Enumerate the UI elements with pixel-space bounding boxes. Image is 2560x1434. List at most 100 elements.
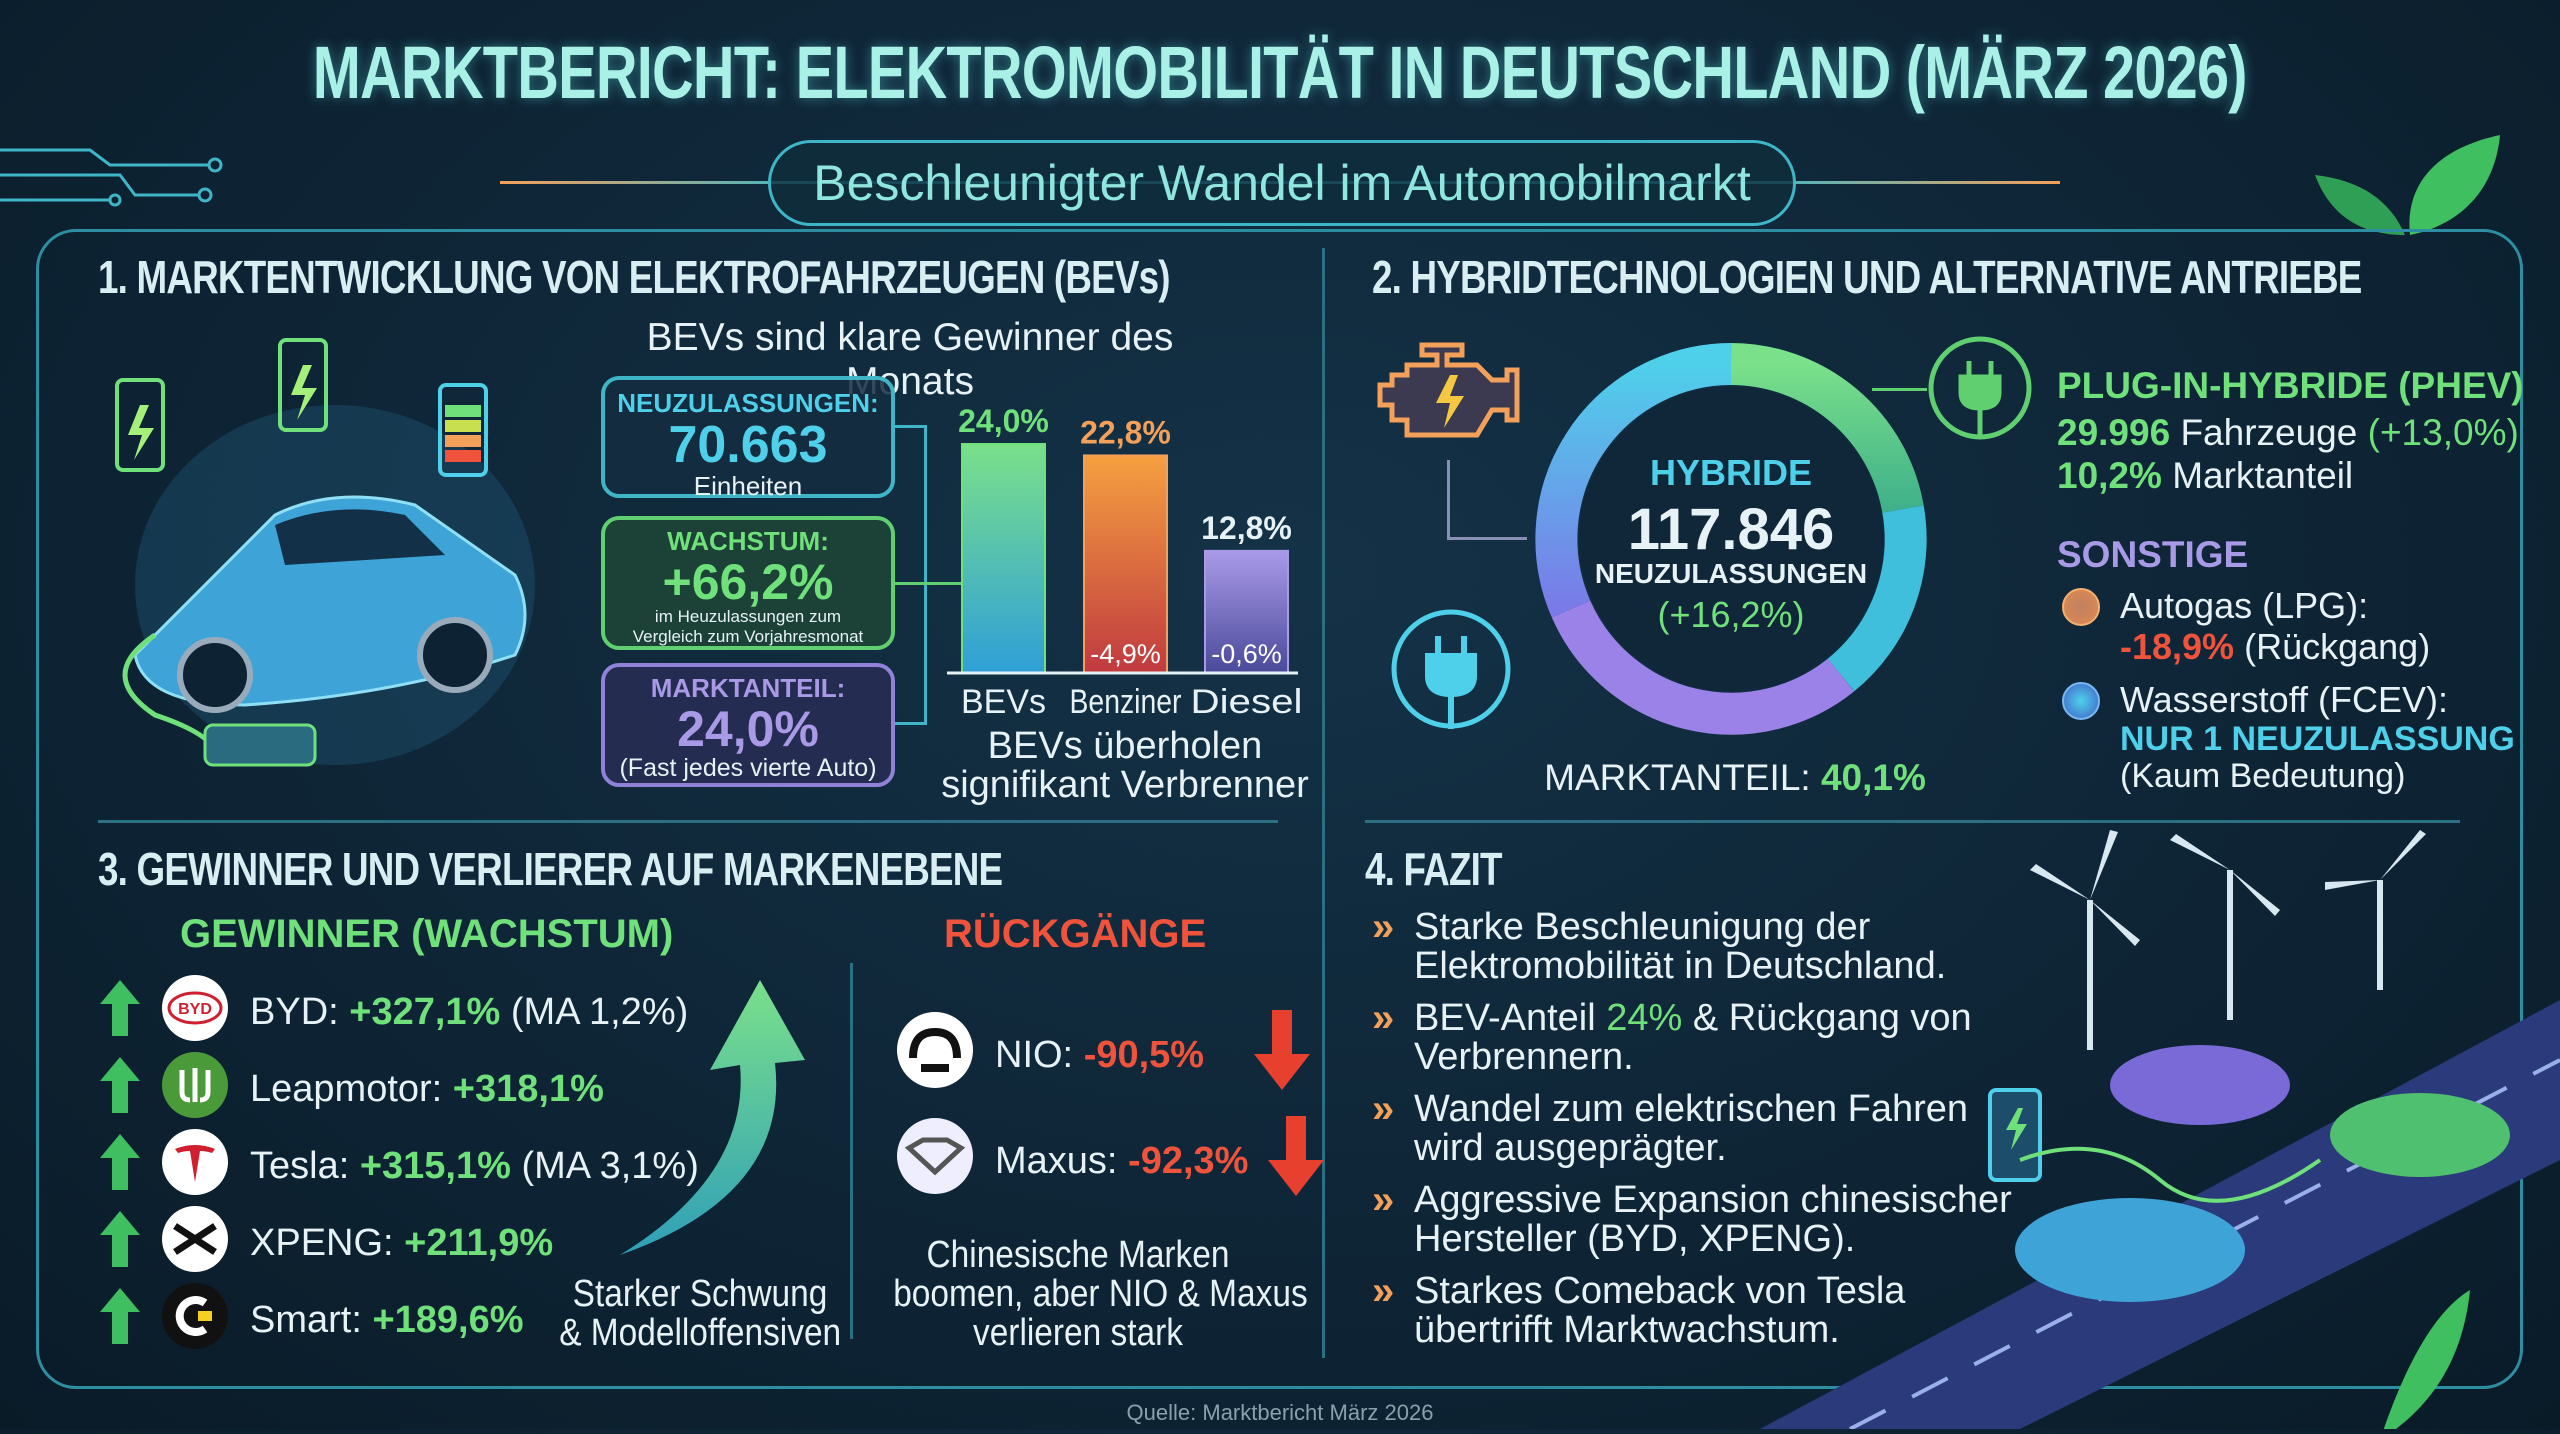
bar-category-label: Diesel [1191, 683, 1303, 720]
registrations-card: NEUZULASSUNGEN: 70.663 Einheiten [601, 376, 895, 501]
card-connector-mid [895, 582, 962, 585]
conclusion-item: » BEV-Anteil 24% & Rückgang von Verbrenner… [1372, 997, 2012, 1078]
phev-share: 10,2% [2057, 455, 2162, 496]
conclusion-line-1: Wandel zum elektrischen Fahren [1414, 1088, 1969, 1130]
winner-row: Smart: +189,6% [100, 1282, 699, 1359]
section2-heading: 2. HYBRIDTECHNOLOGIEN UND ALTERNATIVE AN… [1372, 251, 2362, 303]
donut-segment-cyan [1827, 505, 1927, 692]
brand-divider [850, 963, 853, 1339]
conclusion-item: » Wandel zum elektrischen Fahren wird ausg… [1372, 1087, 2012, 1169]
conclusion-highlight: 24% [1606, 997, 1683, 1039]
h2-dot-icon [2062, 682, 2100, 720]
phev-title: PLUG-IN-HYBRIDE (PHEV) [2057, 365, 2524, 406]
up-arrow-icon [100, 1287, 160, 1354]
market-share-note: (Fast jedes vierte Auto) [619, 754, 877, 782]
winner-row: Leapmotor: +318,1% [100, 1051, 699, 1128]
winner-row: XPENG: +211,9% [100, 1205, 699, 1282]
brand-logo-icon [160, 1050, 238, 1130]
loser-value: -90,5% [1083, 1033, 1205, 1076]
loser-row: Maxus: -92,3% [895, 1108, 1325, 1214]
bar-chart-caption-1: BEVs überholen [987, 725, 1263, 767]
horizontal-divider-right [1365, 820, 2460, 823]
up-arrow-icon [100, 979, 160, 1046]
winner-row: BYD BYD: +327,1% (MA 1,2%) [100, 974, 699, 1051]
winner-value: +315,1% [359, 1145, 511, 1187]
h2-note: (Kaum Bedeutung) [2120, 757, 2406, 795]
donut-segment-purple [1551, 600, 1855, 735]
growth-card: WACHSTUM: +66,2% im Heuzulassungen zum V… [601, 516, 895, 650]
market-share-card: MARKTANTEIL: 24,0% (Fast jedes vierte Au… [601, 663, 895, 787]
section3-heading: 3. GEWINNER UND VERLIERER AUF MARKENEBEN… [98, 843, 1003, 895]
conclusion-line-2: Hersteller (BYD, XPENG). [1414, 1218, 1856, 1260]
down-arrow-icon [1268, 1116, 1325, 1206]
growth-label: WACHSTUM: [667, 526, 829, 556]
hybrid-share-label: MARKTANTEIL: [1544, 757, 1811, 798]
growth-note-1: im Heuzulassungen zum [654, 607, 842, 626]
brand-logo-icon [895, 1010, 995, 1100]
registrations-value: 70.663 [668, 416, 828, 474]
conclusion-line-1: Starke Beschleunigung der [1414, 906, 1871, 948]
losers-caption-2: boomen, aber NIO & Maxus [893, 1273, 1308, 1315]
donut-value: 117.846 [1627, 497, 1835, 562]
h2-label: Wasserstoff (FCEV): [2120, 679, 2449, 720]
conclusion-list: » Starke Beschleunigung der Elektromobilit… [1372, 906, 2012, 1363]
winner-brand: Smart: [250, 1299, 362, 1341]
phev-count: 29.996 [2057, 412, 2171, 453]
donut-sub: NEUZULASSUNGEN [1594, 558, 1868, 589]
loser-brand: Maxus: [995, 1139, 1118, 1182]
conclusion-line-2: übertrifft Marktwachstum. [1414, 1309, 1840, 1351]
brand-logo-icon [160, 1127, 238, 1207]
conclusion-line-1: Starkes Comeback von Tesla [1414, 1270, 1906, 1312]
ev-car-illustration [95, 325, 575, 790]
brand-logo-icon: BYD [160, 973, 238, 1053]
subtitle-banner: Beschleunigter Wandel im Automobilmarkt [768, 140, 1796, 226]
bar-change-label: -4,9% [1090, 639, 1161, 669]
lpg-dot-icon [2062, 588, 2100, 626]
market-share-label: MARKTANTEIL: [650, 673, 846, 703]
momentum-caption-2: & Modelloffensiven [559, 1312, 842, 1354]
conclusion-line-1b: & Rückgang von [1682, 997, 1972, 1039]
brand-logo-icon [160, 1204, 238, 1284]
phev-share-line: 10,2% Marktanteil [2057, 455, 2353, 497]
loser-brand: NIO: [995, 1033, 1074, 1076]
winner-note: (MA 1,2%) [510, 991, 689, 1033]
chevron-right-icon: » [1372, 1087, 1395, 1131]
conclusion-item: » Starkes Comeback von Tesla übertrifft Ma… [1372, 1270, 2012, 1351]
h2-value: NUR 1 NEUZULASSUNG [2120, 720, 2515, 758]
engine-connector [1447, 460, 1527, 540]
source-note: Quelle: Marktbericht März 2026 [1126, 1400, 1434, 1425]
losers-title: RÜCKGÄNGE [944, 912, 1207, 956]
vertical-divider [1322, 248, 1325, 1358]
chevron-right-icon: » [1372, 1178, 1395, 1222]
growth-note-2: Vergleich zum Vorjahresmonat [632, 627, 864, 646]
phev-change: (+13,0%) [2367, 412, 2519, 453]
brand-logo-icon [160, 1281, 238, 1361]
hybrid-market-share: MARKTANTEIL: 40,1% [1540, 757, 1930, 799]
conclusion-line-2: Verbrennern. [1414, 1036, 1634, 1078]
conclusion-line-2: wird ausgeprägter. [1414, 1127, 1727, 1169]
bar-bevs [961, 443, 1046, 674]
others-title: SONSTIGE [2057, 534, 2249, 575]
donut-label: HYBRIDE [1649, 452, 1813, 493]
conclusion-item: » Starke Beschleunigung der Elektromobilit… [1372, 906, 2012, 987]
winners-title: GEWINNER (WACHSTUM) [180, 912, 674, 956]
bar-diesel [1204, 549, 1289, 674]
winner-brand: BYD: [250, 991, 339, 1033]
winner-value: +318,1% [452, 1068, 604, 1110]
winner-brand: Tesla: [250, 1145, 350, 1187]
bar-benziner [1083, 454, 1168, 674]
bar-chart-caption-2: signifikant Verbrenner [941, 764, 1309, 806]
winner-value: +189,6% [372, 1299, 524, 1341]
losers-caption-1: Chinesische Marken [926, 1234, 1230, 1276]
winner-brand: Leapmotor: [250, 1068, 443, 1110]
market-share-value: 24,0% [677, 701, 819, 757]
hybrid-donut [1535, 343, 1927, 735]
momentum-caption-1: Starker Schwung [572, 1273, 828, 1315]
conclusion-line-2: Elektromobilität in Deutschland. [1414, 945, 1947, 987]
lpg-label: Autogas (LPG): [2120, 585, 2369, 626]
engine-icon [1372, 340, 1522, 450]
down-arrow-icon [1253, 1010, 1310, 1100]
up-arrow-icon [100, 1133, 160, 1200]
donut-segment-blue [1535, 343, 1732, 618]
plug-icon [1388, 606, 1514, 737]
